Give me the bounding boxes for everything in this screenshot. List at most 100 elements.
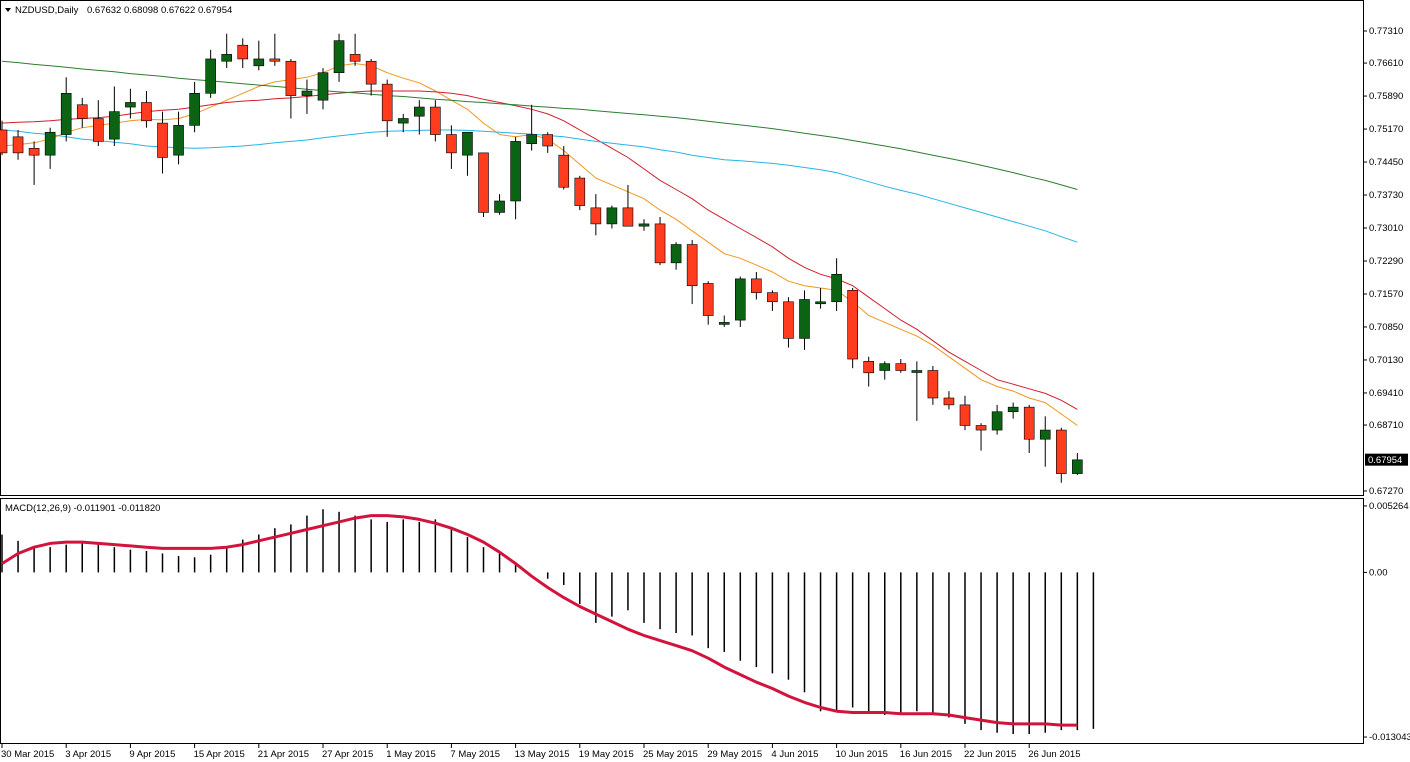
price-tick-label: 0.73730: [1369, 190, 1403, 201]
moving-average-line: [1, 62, 1078, 426]
bearish-candle: [0, 129, 8, 154]
bullish-candle: [253, 58, 265, 67]
time-tick-label: 27 Apr 2015: [322, 749, 373, 760]
dropdown-triangle-icon[interactable]: [5, 8, 11, 12]
bullish-candle: [44, 131, 56, 156]
bearish-candle: [767, 292, 778, 303]
time-tick-label: 29 May 2015: [707, 749, 762, 760]
bullish-candle: [125, 102, 136, 108]
bearish-candle: [446, 134, 457, 154]
bearish-candle: [1023, 406, 1035, 440]
bearish-candle: [285, 60, 297, 96]
bullish-candle: [1039, 429, 1051, 440]
symbol-header[interactable]: NZDUSD,Daily 0.67632 0.68098 0.67622 0.6…: [5, 5, 232, 16]
time-axis: 30 Mar 2015 3 Apr 2015 9 Apr 2015 15 Apr 20…: [1, 743, 1080, 760]
symbol-label: NZDUSD,Daily: [15, 5, 79, 16]
price-tick-label: 0.72290: [1369, 256, 1403, 267]
macd-tick-label: -0.013043: [1369, 732, 1410, 743]
bearish-candle: [141, 102, 152, 122]
bearish-candle: [702, 283, 714, 316]
time-tick-label: 19 May 2015: [579, 749, 634, 760]
moving-average-line: [1, 60, 1078, 190]
time-tick-label: 9 Apr 2015: [129, 749, 175, 760]
bearish-candle: [542, 134, 554, 147]
price-tick-label: 0.74450: [1369, 157, 1403, 168]
price-tick-label: 0.75890: [1369, 91, 1403, 102]
macd-tick-label: 0.005264: [1369, 501, 1409, 512]
time-tick-label: 15 Apr 2015: [194, 749, 245, 760]
price-tick-label: 0.77310: [1369, 26, 1403, 37]
time-tick-label: 22 Jun 2015: [964, 749, 1016, 760]
bearish-candle: [975, 425, 987, 431]
bearish-candle: [558, 154, 570, 188]
price-tick-label: 0.75170: [1369, 124, 1403, 135]
price-tick-label: 0.69410: [1369, 388, 1403, 399]
bullish-candle: [606, 207, 618, 225]
bearish-candle: [349, 54, 361, 62]
bullish-candle: [60, 93, 72, 135]
bearish-candle: [622, 207, 634, 227]
time-tick-label: 25 May 2015: [643, 749, 698, 760]
bullish-candle: [1007, 406, 1019, 413]
moving-average-line: [1, 90, 1078, 410]
price-tick-label: 0.71570: [1369, 289, 1403, 300]
macd-plot: [1, 509, 1095, 734]
price-plot: [0, 33, 1083, 483]
bearish-candle: [847, 290, 858, 360]
macd-axis: 0.005264 0.00 -0.013043: [1363, 501, 1410, 743]
price-tick-label: 0.76610: [1369, 58, 1403, 69]
bullish-candle: [397, 118, 409, 124]
bearish-candle: [478, 152, 489, 213]
bearish-candle: [157, 122, 168, 158]
bearish-candle: [237, 44, 249, 60]
bullish-candle: [879, 363, 891, 371]
bullish-candle: [494, 200, 505, 213]
time-tick-label: 3 Apr 2015: [65, 749, 111, 760]
bearish-candle: [590, 207, 602, 225]
bullish-candle: [413, 106, 425, 117]
macd-panel-frame: [0, 498, 1364, 744]
bullish-candle: [670, 244, 682, 264]
time-tick-label: 1 May 2015: [386, 749, 436, 760]
time-tick-label: 10 Jun 2015: [836, 749, 888, 760]
bearish-candle: [686, 244, 698, 287]
bearish-candle: [365, 60, 377, 85]
bullish-candle: [189, 93, 200, 126]
current-price-badge: [1365, 453, 1408, 466]
bullish-candle: [799, 299, 810, 339]
macd-tick-label: 0.00: [1369, 567, 1388, 578]
bearish-candle: [654, 223, 666, 264]
bullish-candle: [991, 411, 1003, 431]
bearish-candle: [783, 301, 794, 339]
time-tick-label: 26 Jun 2015: [1028, 749, 1080, 760]
bullish-candle: [718, 322, 730, 325]
bullish-candle: [911, 370, 923, 373]
bullish-candle: [333, 40, 345, 73]
bullish-candle: [526, 134, 537, 145]
bullish-candle: [109, 111, 120, 140]
price-panel-frame: [0, 0, 1364, 496]
bullish-candle: [638, 223, 650, 227]
bearish-candle: [28, 147, 40, 156]
bullish-candle: [815, 301, 826, 305]
bearish-candle: [381, 83, 393, 122]
price-tick-label: 0.73010: [1369, 223, 1403, 234]
time-tick-label: 16 Jun 2015: [900, 749, 952, 760]
time-tick-label: 13 May 2015: [515, 749, 570, 760]
bearish-candle: [93, 118, 104, 142]
bullish-candle: [221, 54, 232, 62]
price-tick-label: 0.67270: [1369, 486, 1403, 497]
bearish-candle: [943, 397, 955, 406]
price-axis: 0.77310 0.76610 0.75890 0.75170 0.74450 0.737…: [1363, 26, 1408, 497]
time-tick-label: 4 Jun 2015: [771, 749, 818, 760]
bearish-candle: [269, 58, 281, 62]
macd-label: MACD(12,26,9) -0.011901 -0.011820: [5, 503, 160, 514]
bearish-candle: [751, 278, 762, 293]
bullish-candle: [317, 72, 329, 101]
time-tick-label: 30 Mar 2015: [1, 749, 54, 760]
bullish-candle: [173, 125, 184, 156]
bearish-candle: [863, 361, 875, 374]
price-tick-label: 0.70850: [1369, 322, 1403, 333]
bullish-candle: [1072, 459, 1083, 474]
